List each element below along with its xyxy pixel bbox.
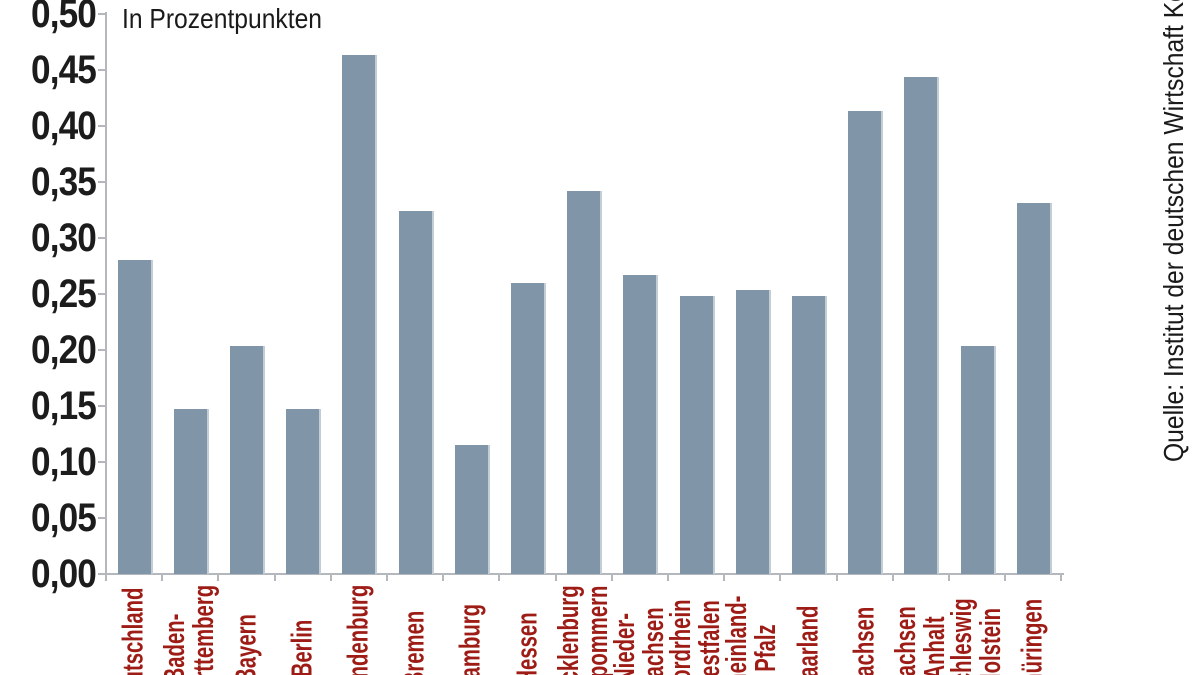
x-axis-label-line: Hamburg xyxy=(454,603,487,675)
x-axis-label-line: Sachsen xyxy=(889,606,922,675)
bar-saarland xyxy=(792,296,827,574)
bar-schleswig-holstein xyxy=(960,346,996,574)
x-axis-label-line: Holstein xyxy=(975,607,1008,675)
x-axis-label: Saarland xyxy=(792,508,824,675)
x-axis-label-line: Baden- xyxy=(159,613,192,675)
y-axis-line xyxy=(105,12,107,575)
x-axis-tick xyxy=(1060,575,1063,581)
y-axis-label: 0,30 xyxy=(31,216,97,260)
x-axis-label: Sachsen xyxy=(848,508,881,675)
x-axis-label: Mecklenburg Vorpommern xyxy=(552,508,614,675)
y-axis-label: 0,10 xyxy=(31,440,97,484)
bar-rheinland-pfalz xyxy=(735,290,771,574)
y-axis-label: 0,40 xyxy=(31,104,97,148)
y-axis-tick xyxy=(98,125,106,127)
y-axis-tick xyxy=(98,293,106,295)
bar-mecklenburg-vorpommern xyxy=(567,191,603,574)
x-axis-line xyxy=(105,573,1064,575)
x-axis-label-line: Bayern xyxy=(230,613,262,675)
x-axis-label-line: Württemberg xyxy=(188,584,221,675)
x-axis-label: Sachsen Anhalt xyxy=(889,508,951,675)
x-axis-label: Bremen xyxy=(398,508,431,675)
bar-sachsen xyxy=(848,111,884,574)
x-axis-tick xyxy=(498,575,501,581)
x-axis-tick xyxy=(667,575,669,581)
x-axis-label-line: Nieder- xyxy=(608,613,641,675)
y-axis-tick xyxy=(98,237,106,239)
x-axis-tick xyxy=(386,575,388,581)
x-axis-label: Rheinland- Pfalz xyxy=(721,508,783,675)
x-axis-tick xyxy=(1004,575,1007,581)
x-axis-label: Deutschland xyxy=(117,508,150,675)
x-axis-label: Hessen xyxy=(511,508,543,675)
bar-bremen xyxy=(398,211,434,574)
bar-sachsen-anhalt xyxy=(904,77,940,574)
bar-th-ringen xyxy=(1016,203,1052,574)
bar-berlin xyxy=(286,409,322,574)
x-axis-label-line: Berlin xyxy=(286,619,319,675)
x-axis-label: Thüringen xyxy=(1016,508,1049,675)
x-axis-label-line: Nordrhein xyxy=(665,599,698,675)
bar-bayern xyxy=(230,346,265,574)
y-axis-label: 0,35 xyxy=(31,160,97,204)
y-axis-tick xyxy=(98,461,106,463)
x-axis-label-line: Saarland xyxy=(792,605,824,675)
y-axis-label: 0,00 xyxy=(31,552,97,596)
x-axis-label: Nieder-sachsen xyxy=(608,508,670,675)
x-axis-label-line: Hessen xyxy=(511,611,543,675)
y-axis-label: 0,05 xyxy=(31,496,97,540)
x-axis-label-line: Schleswig xyxy=(946,598,979,675)
x-axis-tick xyxy=(779,575,782,581)
x-axis-label: Brandenburg xyxy=(342,508,375,675)
x-axis-label-line: Mecklenburg xyxy=(552,585,585,675)
x-axis-label-line: Pfalz xyxy=(750,624,783,672)
x-axis-label: Baden- Württemberg xyxy=(159,508,221,675)
x-axis-tick xyxy=(554,575,557,581)
x-axis-tick xyxy=(948,575,950,581)
bar-baden-w-rttemberg xyxy=(173,409,209,574)
x-axis-tick xyxy=(273,575,276,581)
x-axis-tick xyxy=(105,575,107,581)
x-axis-label-line: Bremen xyxy=(398,610,431,675)
chart-subtitle: In Prozentpunkten xyxy=(122,3,323,34)
y-axis-tick xyxy=(98,181,106,183)
x-axis-label-line: Sachsen xyxy=(848,606,881,675)
x-axis-label: Schleswig Holstein xyxy=(946,508,1008,675)
x-axis-label-line: Deutschland xyxy=(117,587,150,675)
x-axis-tick xyxy=(610,575,613,581)
x-axis-tick xyxy=(329,575,332,581)
x-axis-label: Nordrhein Westfalen xyxy=(665,508,726,675)
source-note: Quelle: Institut der deutschen Wirtschaf… xyxy=(1158,0,1189,462)
bar-brandenburg xyxy=(342,55,378,574)
x-axis-label-line: Thüringen xyxy=(1016,598,1049,675)
y-axis-label: 0,25 xyxy=(31,272,97,316)
x-axis-tick xyxy=(442,575,445,581)
x-axis-label: Bayern xyxy=(230,508,262,675)
y-axis-tick xyxy=(98,69,106,71)
x-axis-label: Hamburg xyxy=(454,508,487,675)
y-axis-label: 0,15 xyxy=(31,384,97,428)
y-axis-label: 0,20 xyxy=(31,328,97,372)
x-axis-tick xyxy=(217,575,220,581)
bar-hessen xyxy=(511,283,546,574)
x-axis-label: Berlin xyxy=(286,508,319,675)
bar-niedersachsen xyxy=(623,275,659,574)
bar-nordrhein-westfalen xyxy=(679,296,715,574)
bar-hamburg xyxy=(454,445,490,574)
x-axis-label-line: Rheinland- xyxy=(721,595,754,675)
x-axis-tick xyxy=(723,575,726,581)
x-axis-tick xyxy=(835,575,838,581)
y-axis-label: 0,50 xyxy=(31,0,97,36)
y-axis-tick xyxy=(98,517,106,519)
y-axis-label: 0,45 xyxy=(31,48,97,92)
x-axis-label-line: Brandenburg xyxy=(342,584,375,675)
y-axis-tick xyxy=(98,13,106,15)
y-axis-tick xyxy=(98,349,106,351)
x-axis-tick xyxy=(891,575,894,581)
bar-deutschland xyxy=(117,260,153,574)
y-axis-tick xyxy=(98,405,106,407)
y-axis-tick xyxy=(98,573,106,575)
x-axis-tick xyxy=(161,575,164,581)
